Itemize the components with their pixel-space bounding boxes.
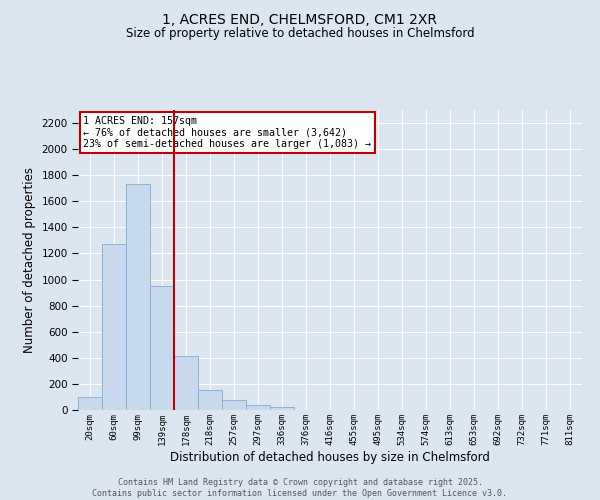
Bar [126, 184, 150, 410]
Bar [270, 408, 294, 410]
Bar [102, 244, 126, 410]
Bar [246, 405, 270, 410]
X-axis label: Distribution of detached houses by size in Chelmsford: Distribution of detached houses by size … [170, 450, 490, 464]
Bar [150, 286, 174, 410]
Text: Contains HM Land Registry data © Crown copyright and database right 2025.
Contai: Contains HM Land Registry data © Crown c… [92, 478, 508, 498]
Bar [174, 356, 198, 410]
Bar [198, 390, 222, 410]
Text: Size of property relative to detached houses in Chelmsford: Size of property relative to detached ho… [125, 28, 475, 40]
Y-axis label: Number of detached properties: Number of detached properties [23, 167, 36, 353]
Bar [222, 400, 246, 410]
Bar [78, 397, 102, 410]
Text: 1 ACRES END: 157sqm
← 76% of detached houses are smaller (3,642)
23% of semi-det: 1 ACRES END: 157sqm ← 76% of detached ho… [83, 116, 371, 149]
Text: 1, ACRES END, CHELMSFORD, CM1 2XR: 1, ACRES END, CHELMSFORD, CM1 2XR [163, 12, 437, 26]
